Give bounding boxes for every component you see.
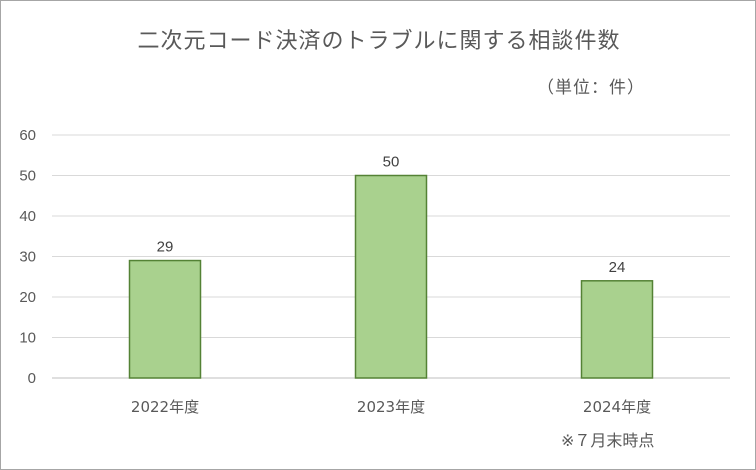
footnote: ※７月末時点 — [561, 431, 655, 450]
x-category-label: 2024年度 — [583, 398, 651, 416]
bar — [580, 280, 654, 379]
data-label: 29 — [157, 239, 174, 256]
y-tick-label: 20 — [19, 289, 36, 306]
unit-label: （単位：件） — [537, 78, 645, 98]
chart-title: 二次元コード決済のトラブルに関する相談件数 — [137, 29, 621, 54]
data-label: 24 — [609, 259, 626, 276]
y-tick-label: 10 — [19, 330, 36, 347]
y-tick-label: 30 — [19, 249, 36, 266]
data-label: 50 — [383, 154, 400, 171]
bar — [128, 259, 202, 379]
bar — [354, 174, 428, 379]
y-tick-label: 0 — [28, 370, 36, 387]
x-category-label: 2023年度 — [357, 398, 425, 416]
y-tick-label: 60 — [19, 127, 36, 144]
y-tick-label: 50 — [19, 168, 36, 185]
y-tick-label: 40 — [19, 208, 36, 225]
x-category-label: 2022年度 — [131, 398, 199, 416]
